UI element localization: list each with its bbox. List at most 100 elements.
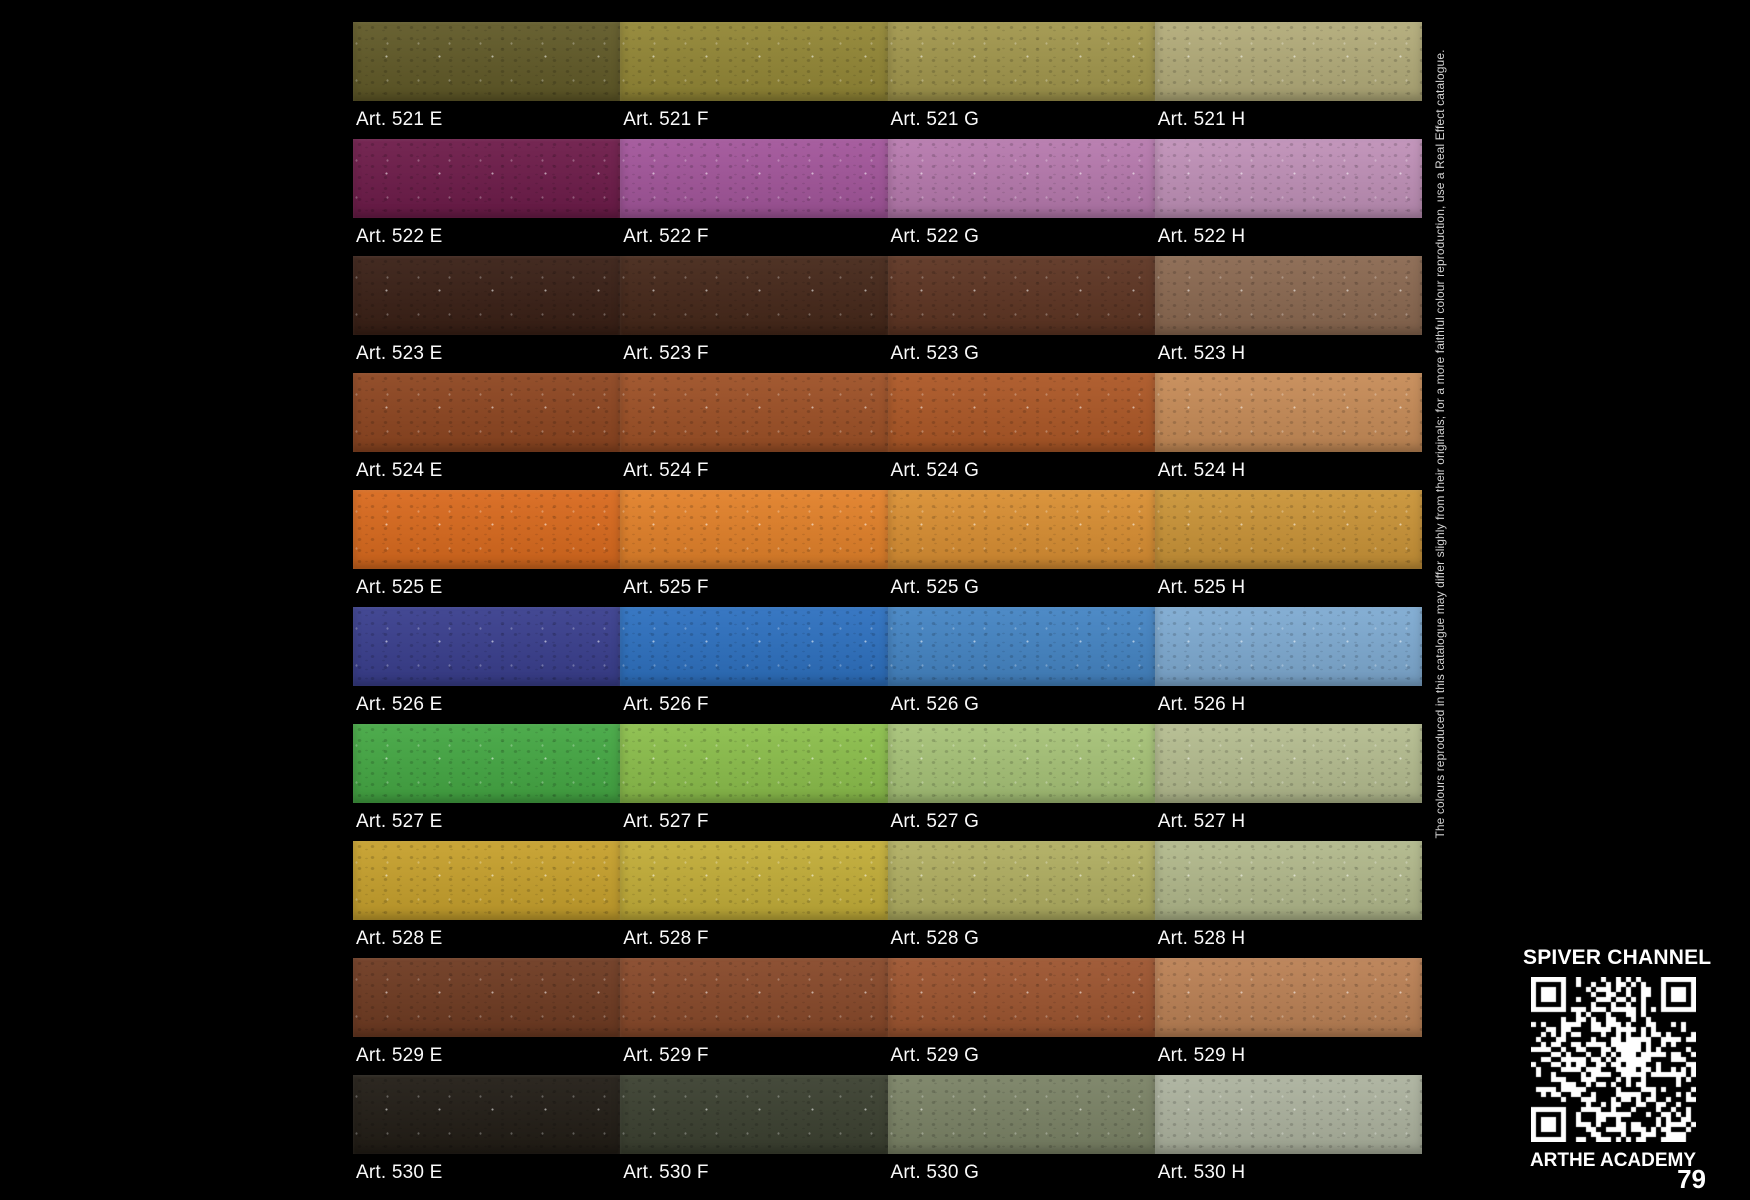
swatch-cell: Art. 522 E — [353, 139, 621, 256]
swatch-cell: Art. 529 H — [1154, 958, 1422, 1075]
color-swatch — [887, 256, 1155, 335]
swatch-cell: Art. 527 G — [887, 724, 1155, 841]
swatch-cell: Art. 525 F — [620, 490, 888, 607]
color-swatch — [353, 22, 621, 101]
swatch-cell: Art. 524 H — [1154, 373, 1422, 490]
swatch-label: Art. 524 E — [356, 460, 443, 481]
swatch-label: Art. 523 G — [890, 343, 980, 364]
swatch-label: Art. 530 F — [623, 1162, 709, 1183]
color-swatch — [353, 841, 621, 920]
color-swatch — [620, 607, 888, 686]
swatch-cell: Art. 526 H — [1154, 607, 1422, 724]
swatch-label: Art. 525 E — [356, 577, 443, 598]
color-swatch — [353, 724, 621, 803]
page-number: 79 — [1677, 1164, 1706, 1194]
swatch-label: Art. 521 H — [1157, 109, 1246, 130]
swatch-cell: Art. 527 F — [620, 724, 888, 841]
color-swatch — [887, 958, 1155, 1037]
swatch-cell: Art. 529 E — [353, 958, 621, 1075]
swatch-label: Art. 522 E — [356, 226, 443, 247]
swatch-label: Art. 527 E — [356, 811, 443, 832]
color-swatch — [887, 22, 1155, 101]
swatch-cell: Art. 524 G — [887, 373, 1155, 490]
swatch-label: Art. 528 E — [356, 928, 443, 949]
swatch-label: Art. 529 G — [890, 1045, 980, 1066]
swatch-cell: Art. 525 H — [1154, 490, 1422, 607]
swatch-cell: Art. 530 E — [353, 1075, 621, 1192]
swatch-label: Art. 522 F — [623, 226, 709, 247]
swatch-cell: Art. 529 F — [620, 958, 888, 1075]
color-swatch — [620, 724, 888, 803]
color-swatch — [887, 607, 1155, 686]
color-swatch — [1154, 607, 1422, 686]
swatch-label: Art. 525 G — [890, 577, 980, 598]
color-swatch — [353, 1075, 621, 1154]
color-swatch — [353, 490, 621, 569]
swatch-cell: Art. 521 H — [1154, 22, 1422, 139]
swatch-cell: Art. 530 F — [620, 1075, 888, 1192]
color-swatch — [887, 490, 1155, 569]
swatch-label: Art. 521 E — [356, 109, 443, 130]
qr-caption: ARTHE ACADEMY — [1529, 1150, 1697, 1171]
swatch-cell: Art. 522 F — [620, 139, 888, 256]
swatch-cell: Art. 528 H — [1154, 841, 1422, 958]
color-swatch — [620, 1075, 888, 1154]
swatch-cell: Art. 525 G — [887, 490, 1155, 607]
swatch-cell: Art. 529 G — [887, 958, 1155, 1075]
disclaimer-vertical-text: The colours reproduced in this catalogue… — [1433, 49, 1447, 839]
swatch-grid: Art. 521 E Art. 521 F Art. 521 G Art. 52… — [353, 22, 1422, 1192]
swatch-label: Art. 523 F — [623, 343, 709, 364]
color-swatch — [1154, 1075, 1422, 1154]
swatch-cell: Art. 528 F — [620, 841, 888, 958]
qr-block: SPIVER CHANNEL ARTHE ACADEMY — [1523, 946, 1712, 1172]
color-swatch — [1154, 22, 1422, 101]
swatch-cell: Art. 521 E — [353, 22, 621, 139]
color-swatch — [353, 139, 621, 218]
color-swatch — [353, 256, 621, 335]
swatch-label: Art. 527 H — [1157, 811, 1246, 832]
swatch-cell: Art. 530 G — [887, 1075, 1155, 1192]
swatch-label: Art. 527 G — [890, 811, 980, 832]
color-swatch — [1154, 958, 1422, 1037]
color-swatch — [620, 490, 888, 569]
swatch-cell: Art. 523 F — [620, 256, 888, 373]
swatch-label: Art. 525 F — [623, 577, 709, 598]
swatch-label: Art. 526 G — [890, 694, 980, 715]
swatch-label: Art. 521 F — [623, 109, 709, 130]
swatch-label: Art. 521 G — [890, 109, 980, 130]
swatch-cell: Art. 528 E — [353, 841, 621, 958]
swatch-cell: Art. 523 E — [353, 256, 621, 373]
color-swatch — [887, 841, 1155, 920]
swatch-cell: Art. 523 G — [887, 256, 1155, 373]
swatch-cell: Art. 526 F — [620, 607, 888, 724]
color-swatch — [353, 373, 621, 452]
swatch-label: Art. 529 F — [623, 1045, 709, 1066]
swatch-label: Art. 528 F — [623, 928, 709, 949]
swatch-cell: Art. 524 F — [620, 373, 888, 490]
swatch-cell: Art. 526 G — [887, 607, 1155, 724]
swatch-cell: Art. 528 G — [887, 841, 1155, 958]
color-swatch — [887, 724, 1155, 803]
swatch-label: Art. 523 E — [356, 343, 443, 364]
swatch-cell: Art. 526 E — [353, 607, 621, 724]
swatch-label: Art. 527 F — [623, 811, 709, 832]
color-swatch — [353, 958, 621, 1037]
swatch-label: Art. 526 E — [356, 694, 443, 715]
swatch-cell: Art. 521 G — [887, 22, 1155, 139]
color-swatch — [887, 373, 1155, 452]
swatch-label: Art. 523 H — [1157, 343, 1246, 364]
qr-title: SPIVER CHANNEL — [1523, 946, 1712, 969]
swatch-label: Art. 526 H — [1157, 694, 1246, 715]
swatch-label: Art. 525 H — [1157, 577, 1246, 598]
color-swatch — [1154, 139, 1422, 218]
swatch-label: Art. 528 H — [1157, 928, 1246, 949]
swatch-cell: Art. 527 E — [353, 724, 621, 841]
color-swatch — [620, 958, 888, 1037]
swatch-cell: Art. 524 E — [353, 373, 621, 490]
swatch-label: Art. 530 G — [890, 1162, 980, 1183]
color-swatch — [1154, 256, 1422, 335]
swatch-label: Art. 528 G — [890, 928, 980, 949]
swatch-cell: Art. 522 H — [1154, 139, 1422, 256]
swatch-label: Art. 524 F — [623, 460, 709, 481]
swatch-label: Art. 524 G — [890, 460, 980, 481]
